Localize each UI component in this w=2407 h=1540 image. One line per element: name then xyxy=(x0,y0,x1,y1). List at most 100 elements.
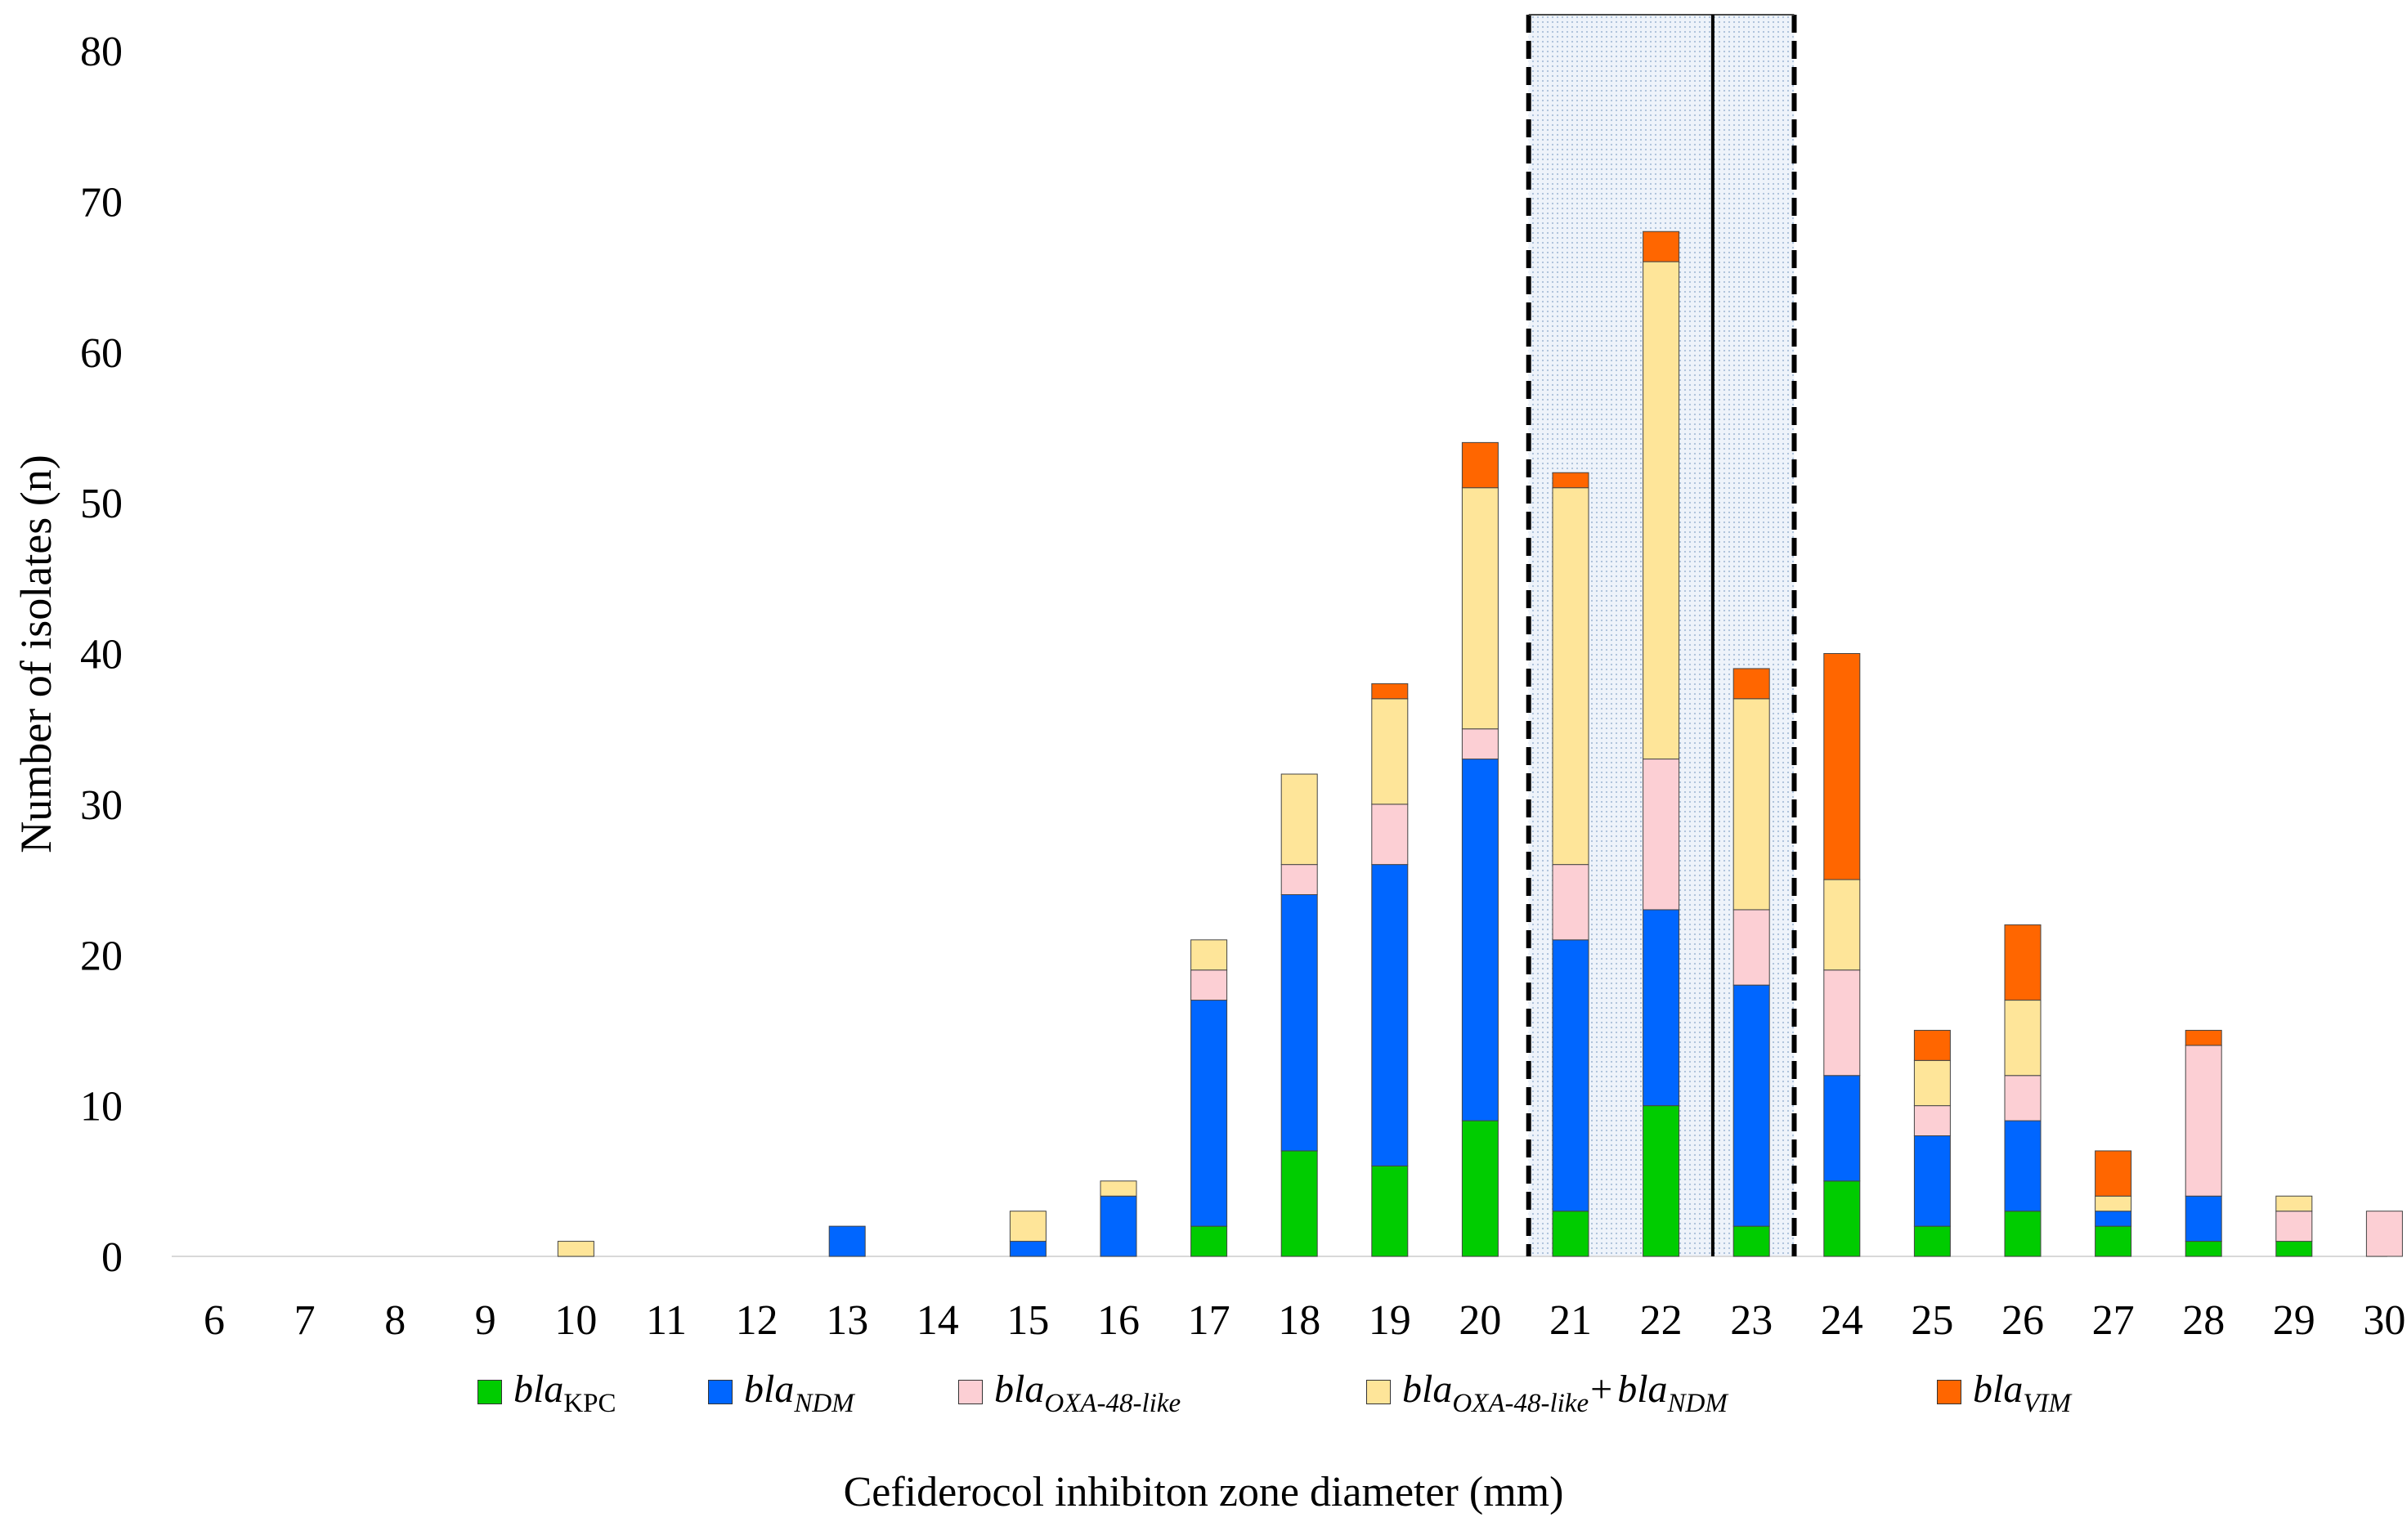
legend-label-part: KPC xyxy=(563,1389,616,1418)
legend-swatch xyxy=(708,1380,733,1404)
legend-label-part: bla xyxy=(513,1368,564,1411)
y-tick-label: 30 xyxy=(80,782,123,829)
x-tick-label: 11 xyxy=(646,1297,687,1344)
legend-label: blaNDM xyxy=(744,1367,854,1426)
x-tick-label: 24 xyxy=(1821,1297,1863,1344)
bar-blaOXA-48-like-20 xyxy=(1461,728,1499,760)
bar-blaOXA-48-like-21 xyxy=(1552,864,1589,941)
y-axis-label: Number of isolates (n) xyxy=(11,454,61,853)
bar-blaNDM-24 xyxy=(1823,1075,1861,1182)
legend-label-part: bla xyxy=(744,1368,795,1411)
bar-blaVIM-21 xyxy=(1552,472,1589,489)
x-tick-label: 14 xyxy=(917,1297,959,1344)
legend-label: blaOXA-48-like xyxy=(994,1367,1181,1426)
x-tick-label: 30 xyxy=(2363,1297,2405,1344)
x-axis-label: Cefiderocol inhibiton zone diameter (mm) xyxy=(843,1469,1564,1515)
bar-blaNDM-23 xyxy=(1732,984,1770,1227)
bar-blaKPC-28 xyxy=(2185,1241,2222,1257)
bar-blaKPC-27 xyxy=(2095,1225,2132,1257)
bar-blaOXA-48-like + blaNDM-19 xyxy=(1371,698,1409,805)
bar-blaOXA-48-like-18 xyxy=(1280,864,1318,895)
x-tick-label: 6 xyxy=(204,1297,225,1344)
x-tick-label: 27 xyxy=(2092,1297,2135,1344)
bar-blaOXA-48-like + blaNDM-16 xyxy=(1100,1180,1137,1197)
legend-item: blaKPC xyxy=(477,1367,616,1426)
bar-blaVIM-19 xyxy=(1371,683,1409,700)
x-tick-label: 15 xyxy=(1006,1297,1049,1344)
bar-blaKPC-21 xyxy=(1552,1211,1589,1257)
bar-blaOXA-48-like + blaNDM-17 xyxy=(1190,939,1228,971)
bar-blaOXA-48-like-17 xyxy=(1190,969,1228,1001)
bar-blaNDM-25 xyxy=(1913,1135,1951,1227)
chart-legend: blaKPC blaNDM blaOXA-48-like blaOXA-48-like… xyxy=(0,1367,2407,1448)
bar-blaNDM-17 xyxy=(1190,1000,1228,1227)
bar-blaOXA-48-like-22 xyxy=(1643,759,1680,911)
legend-swatch xyxy=(958,1380,983,1404)
bar-blaOXA-48-like-19 xyxy=(1371,804,1409,866)
legend-label-part: bla xyxy=(1402,1368,1453,1411)
bar-blaOXA-48-like-28 xyxy=(2185,1045,2222,1197)
bar-blaKPC-29 xyxy=(2275,1241,2313,1257)
bar-blaOXA-48-like-30 xyxy=(2365,1211,2403,1257)
x-tick-label: 29 xyxy=(2273,1297,2315,1344)
bar-blaOXA-48-like-25 xyxy=(1913,1105,1951,1136)
bar-blaVIM-25 xyxy=(1913,1029,1951,1061)
bar-blaNDM-16 xyxy=(1100,1195,1137,1257)
bar-blaVIM-28 xyxy=(2185,1029,2222,1046)
x-tick-label: 8 xyxy=(384,1297,406,1344)
bar-blaNDM-27 xyxy=(2095,1211,2132,1227)
y-tick-label: 0 xyxy=(101,1234,123,1281)
bar-blaOXA-48-like + blaNDM-27 xyxy=(2095,1195,2132,1212)
bar-blaKPC-20 xyxy=(1461,1120,1499,1257)
bar-blaOXA-48-like + blaNDM-18 xyxy=(1280,773,1318,866)
bar-blaOXA-48-like + blaNDM-25 xyxy=(1913,1059,1951,1107)
bar-blaNDM-22 xyxy=(1643,909,1680,1107)
bar-blaKPC-22 xyxy=(1643,1105,1680,1257)
bar-blaKPC-18 xyxy=(1280,1150,1318,1257)
bar-blaVIM-23 xyxy=(1732,668,1770,700)
x-tick-label: 7 xyxy=(294,1297,316,1344)
bar-blaNDM-19 xyxy=(1371,864,1409,1166)
bar-blaOXA-48-like + blaNDM-20 xyxy=(1461,487,1499,730)
legend-label-part: bla xyxy=(1617,1368,1668,1411)
y-tick-label: 80 xyxy=(80,29,123,75)
bar-blaOXA-48-like-23 xyxy=(1732,909,1770,986)
legend-label-part: NDM xyxy=(1667,1389,1728,1418)
bar-blaVIM-20 xyxy=(1461,441,1499,489)
x-tick-label: 22 xyxy=(1640,1297,1683,1344)
bar-blaOXA-48-like-29 xyxy=(2275,1211,2313,1242)
bar-blaKPC-17 xyxy=(1190,1225,1228,1257)
bar-blaOXA-48-like + blaNDM-26 xyxy=(2004,1000,2042,1077)
legend-item: blaOXA-48-like+ blaNDM xyxy=(1366,1367,1728,1426)
bar-blaVIM-22 xyxy=(1643,231,1680,262)
x-tick-label: 12 xyxy=(736,1297,778,1344)
legend-label: blaVIM xyxy=(1973,1367,2071,1426)
y-tick-label: 60 xyxy=(80,330,123,377)
legend-label-part: NDM xyxy=(794,1389,854,1418)
bar-blaVIM-26 xyxy=(2004,924,2042,1001)
bar-blaOXA-48-like-26 xyxy=(2004,1075,2042,1121)
legend-label: blaOXA-48-like+ blaNDM xyxy=(1402,1367,1728,1426)
legend-label-part: VIM xyxy=(2023,1389,2071,1418)
x-tick-label: 16 xyxy=(1097,1297,1140,1344)
bar-blaOXA-48-like + blaNDM-29 xyxy=(2275,1195,2313,1212)
legend-label-part: OXA-48-like xyxy=(1044,1389,1181,1418)
y-tick-label: 40 xyxy=(80,632,123,678)
legend-label-part: OXA-48-like xyxy=(1452,1389,1589,1418)
bar-blaKPC-19 xyxy=(1371,1165,1409,1257)
x-tick-label: 21 xyxy=(1549,1297,1592,1344)
bar-blaKPC-25 xyxy=(1913,1225,1951,1257)
y-tick-label: 70 xyxy=(80,179,123,226)
bar-blaNDM-18 xyxy=(1280,894,1318,1152)
legend-label-part: bla xyxy=(1973,1368,2024,1411)
bar-blaOXA-48-like + blaNDM-24 xyxy=(1823,879,1861,971)
legend-label-part: + xyxy=(1590,1368,1613,1411)
y-tick-label: 10 xyxy=(80,1084,123,1130)
legend-label: blaKPC xyxy=(513,1367,616,1426)
bar-blaNDM-26 xyxy=(2004,1120,2042,1212)
x-tick-label: 9 xyxy=(475,1297,496,1344)
y-tick-label: 20 xyxy=(80,933,123,979)
legend-swatch xyxy=(1937,1380,1961,1404)
bar-blaOXA-48-like-24 xyxy=(1823,969,1861,1077)
bar-blaVIM-24 xyxy=(1823,653,1861,880)
